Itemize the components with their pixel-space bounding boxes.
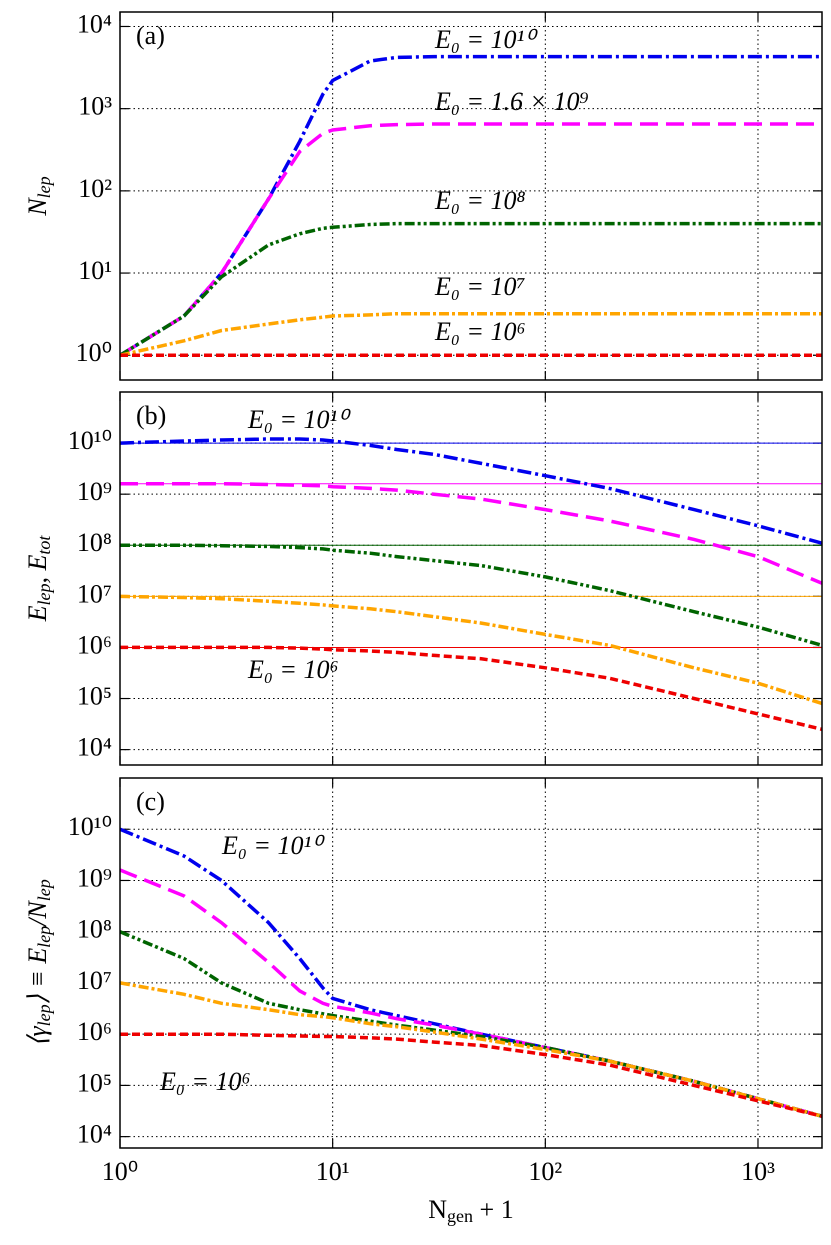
series-line	[120, 1032, 822, 1118]
y-tick-label: 10⁶	[77, 1017, 112, 1046]
y-tick-label: 10⁷	[77, 966, 112, 995]
y-tick-label: 10²	[78, 174, 112, 203]
y-tick-label: 10¹⁰	[68, 812, 112, 841]
label-subscript: lep	[34, 584, 54, 606]
label-subscript: lep	[34, 926, 54, 948]
axis-label: Ngen + 1	[428, 1195, 513, 1226]
axis-label: Elep, Etot	[23, 535, 54, 623]
label-subscript: gen	[447, 1206, 473, 1226]
series-line	[120, 221, 822, 357]
label-part: N	[23, 197, 52, 217]
axis-label: Nlep	[23, 176, 54, 216]
y-tick-label: 10⁴	[77, 733, 112, 762]
x-tick-label: 10²	[528, 1157, 562, 1186]
series-line	[120, 122, 822, 357]
label-part: N	[428, 1195, 447, 1224]
y-tick-label: 10⁵	[77, 682, 112, 711]
y-tick-label: 10⁷	[77, 579, 112, 608]
y-tick-label: 10⁸	[77, 915, 112, 944]
series-line	[120, 437, 822, 545]
annotation: E₀ = 10¹⁰	[221, 831, 325, 860]
label-part: , E	[23, 555, 52, 584]
annotation: E₀ = 10⁶	[159, 1067, 251, 1096]
axis-label: ⟨γlep⟩ ≡ Elep/Nlep	[23, 879, 54, 1047]
annotation: E₀ = 10¹⁰	[247, 405, 351, 434]
label-subscript: lep	[34, 879, 54, 901]
series-line	[120, 645, 822, 732]
series-line	[120, 54, 822, 357]
y-tick-label: 10¹	[78, 256, 112, 285]
plot-frame	[119, 11, 823, 381]
panel-label: (b)	[136, 401, 166, 430]
panel-label: (a)	[136, 21, 165, 50]
label-part: ⟩ ≡ E	[23, 948, 52, 1005]
y-tick-label: 10⁴	[77, 1120, 112, 1149]
annotation: E₀ = 10⁶	[247, 655, 339, 684]
x-tick-label: 10¹	[316, 1157, 350, 1186]
annotation: E₀ = 1.6 × 10⁹	[434, 87, 589, 116]
annotation: E₀ = 10⁶	[434, 317, 526, 346]
annotation: E₀ = 10⁷	[434, 272, 526, 301]
label-subscript: lep	[34, 1004, 54, 1026]
y-tick-label: 10¹⁰	[68, 426, 112, 455]
series-line	[120, 594, 822, 706]
x-tick-label: 10⁰	[102, 1157, 138, 1186]
y-tick-label: 10⁰	[76, 338, 112, 367]
y-tick-label: 10⁹	[77, 863, 112, 892]
series-line	[120, 981, 822, 1118]
annotation: E₀ = 10¹⁰	[434, 25, 538, 54]
label-part: ⟨γ	[23, 1026, 52, 1047]
label-part: /N	[23, 900, 52, 928]
label-part: + 1	[473, 1195, 514, 1224]
y-tick-label: 10⁵	[77, 1068, 112, 1097]
series-line	[120, 481, 822, 585]
annotation: E₀ = 10⁸	[434, 186, 526, 215]
y-tick-label: 10³	[78, 92, 112, 121]
plot-frame	[119, 777, 823, 1149]
label-subscript: lep	[34, 176, 54, 198]
x-tick-label: 10³	[741, 1157, 775, 1186]
series-line	[120, 543, 822, 647]
y-tick-label: 10⁹	[77, 477, 112, 506]
panel-label: (c)	[136, 787, 165, 816]
y-tick-label: 10⁴	[77, 9, 112, 38]
label-part: E	[23, 605, 52, 622]
y-tick-label: 10⁸	[77, 528, 112, 557]
label-subscript: tot	[34, 535, 54, 555]
plot-frame	[119, 391, 823, 766]
series-line	[120, 311, 822, 358]
y-tick-label: 10⁶	[77, 630, 112, 659]
